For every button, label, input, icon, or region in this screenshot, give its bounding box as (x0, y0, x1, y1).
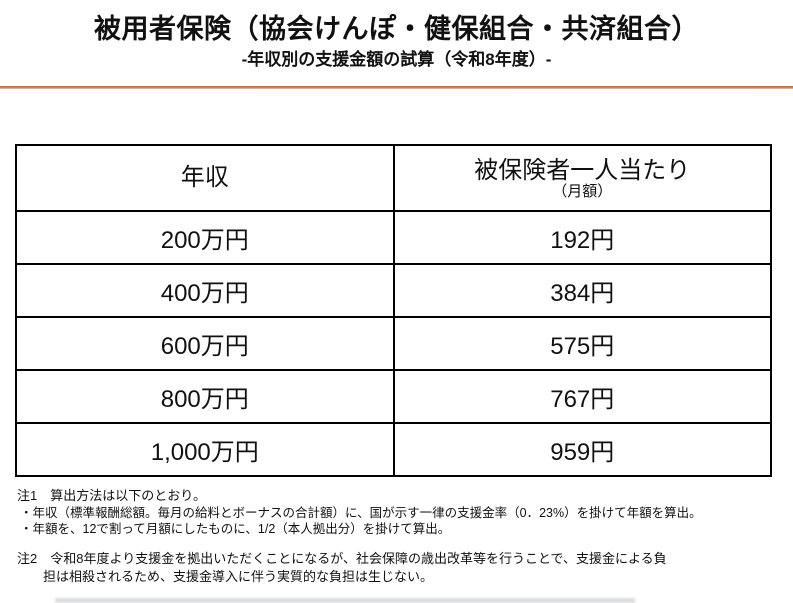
amount-cell: 959円 (392, 422, 772, 477)
slide-page: 被用者保険（協会けんぽ・健保組合・共済組合） -年収別の支援金額の試算（令和8年… (0, 13, 793, 603)
header-income-label: 年収 (180, 164, 229, 192)
note1-bullet-2: ・年額を、12で割って月額にしたものに、1/2（本人拠出分）を掛けて算出。 (20, 522, 451, 537)
footnotes: 注1 算出方法は以下のとおり。 ・年収（標準報酬総額。毎月の給料とボーナスの合計… (17, 487, 779, 585)
table-body: 200万円 192円 400万円 384円 600万円 575円 800万円 7… (15, 210, 772, 477)
header-per-insured-sublabel: （月額） (552, 183, 613, 201)
note2: 注2 令和8年度より支援金を拠出いただくことになるが、社会保障の歳出改革等を行う… (17, 550, 779, 585)
header-cell-income: 年収 (15, 144, 395, 212)
header-per-insured-label: 被保険者一人当たり (474, 156, 691, 184)
table-row: 400万円 384円 (15, 263, 772, 318)
note1-bullet-1: ・年収（標準報酬総額。毎月の給料とボーナスの合計額）に、国が示す一律の支援金率（… (20, 505, 702, 520)
table-row: 800万円 767円 (15, 369, 772, 424)
income-cell: 800万円 (15, 369, 395, 424)
amount-cell: 192円 (392, 210, 772, 265)
cropped-text-artifact (55, 598, 635, 603)
support-amount-table: 年収 被保険者一人当たり （月額） 200万円 192円 400万円 384円 … (15, 144, 772, 477)
note2-line-2: 担は相殺されるため、支援金導入に伴う実質的な負担は生じない。 (43, 568, 434, 584)
table-row: 200万円 192円 (15, 210, 772, 265)
note1-heading: 注1 算出方法は以下のとおり。 (17, 488, 206, 503)
header-cell-per-insured: 被保険者一人当たり （月額） (392, 144, 772, 212)
page-title: 被用者保険（協会けんぽ・健保組合・共済組合） (94, 14, 699, 44)
income-cell: 600万円 (15, 316, 395, 371)
note2-line-1: 注2 令和8年度より支援金を拠出いただくことになるが、社会保障の歳出改革等を行う… (17, 551, 667, 567)
amount-cell: 575円 (392, 316, 772, 371)
accent-divider-line (0, 85, 793, 89)
table-header-row: 年収 被保険者一人当たり （月額） (15, 144, 772, 212)
income-cell: 1,000万円 (15, 422, 395, 477)
amount-cell: 767円 (392, 369, 772, 424)
table-row: 1,000万円 959円 (15, 422, 772, 477)
table-row: 600万円 575円 (15, 316, 772, 371)
page-subtitle: -年収別の支援金額の試算（令和8年度）- (241, 50, 552, 70)
income-cell: 200万円 (15, 210, 395, 265)
amount-cell: 384円 (392, 263, 772, 318)
income-cell: 400万円 (15, 263, 395, 318)
table-header: 年収 被保険者一人当たり （月額） (15, 144, 772, 212)
